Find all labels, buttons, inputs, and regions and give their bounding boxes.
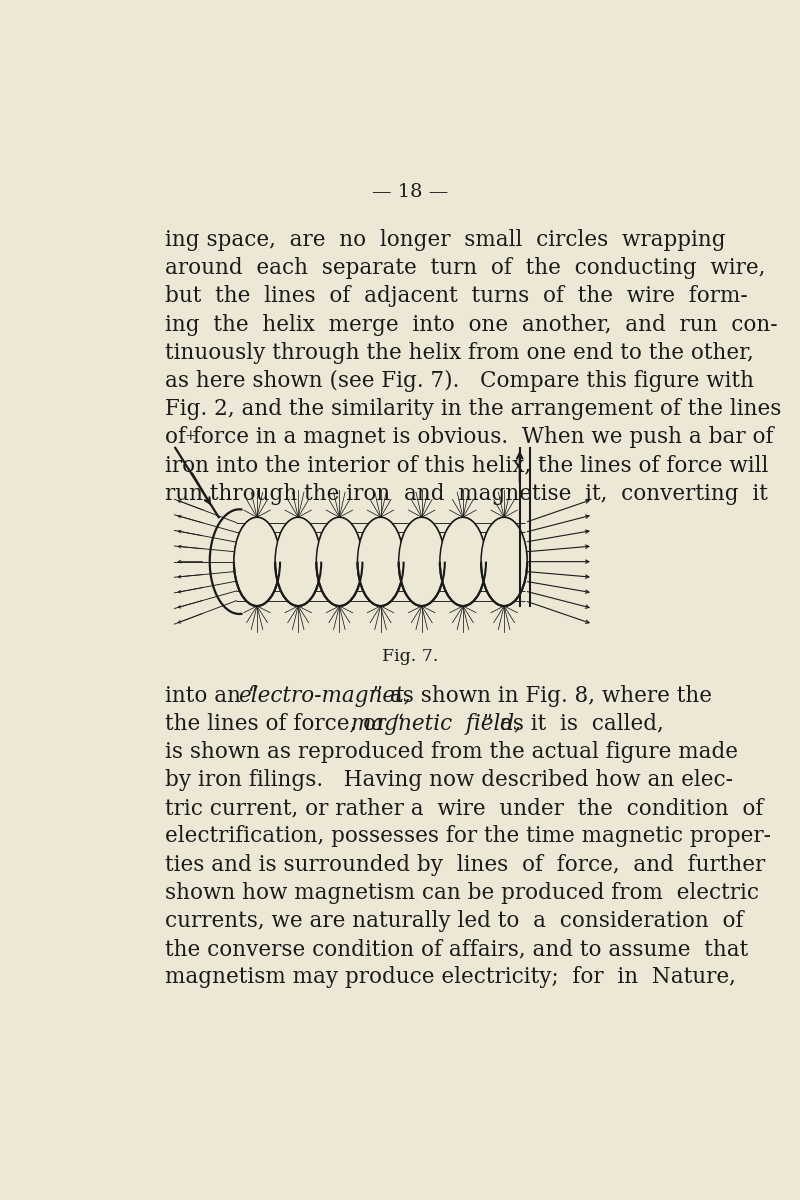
Text: currents, we are naturally led to  a  consideration  of: currents, we are naturally led to a cons… xyxy=(165,910,744,932)
Text: — 18 —: — 18 — xyxy=(372,182,448,200)
Ellipse shape xyxy=(481,517,527,606)
Ellipse shape xyxy=(398,517,445,606)
Text: iron into the interior of this helix, the lines of force will: iron into the interior of this helix, th… xyxy=(165,455,769,476)
Text: tric current, or rather a  wire  under  the  condition  of: tric current, or rather a wire under the… xyxy=(165,797,763,820)
Text: tinuously through the helix from one end to the other,: tinuously through the helix from one end… xyxy=(165,342,754,364)
Text: into an “: into an “ xyxy=(165,684,259,707)
Text: ing space,  are  no  longer  small  circles  wrapping: ing space, are no longer small circles w… xyxy=(165,229,726,251)
Text: the converse condition of affairs, and to assume  that: the converse condition of affairs, and t… xyxy=(165,938,748,960)
Text: but  the  lines  of  adjacent  turns  of  the  wire  form-: but the lines of adjacent turns of the w… xyxy=(165,286,748,307)
Text: ” as it  is  called,: ” as it is called, xyxy=(482,713,664,734)
Ellipse shape xyxy=(358,517,404,606)
Text: –: – xyxy=(537,449,546,466)
Text: around  each  separate  turn  of  the  conducting  wire,: around each separate turn of the conduct… xyxy=(165,257,766,280)
Text: ing  the  helix  merge  into  one  another,  and  run  con-: ing the helix merge into one another, an… xyxy=(165,313,778,336)
Ellipse shape xyxy=(440,517,486,606)
Text: as here shown (see Fig. 7).   Compare this figure with: as here shown (see Fig. 7). Compare this… xyxy=(165,370,754,392)
Text: by iron filings.   Having now described how an elec-: by iron filings. Having now described ho… xyxy=(165,769,733,791)
Text: of force in a magnet is obvious.  When we push a bar of: of force in a magnet is obvious. When we… xyxy=(165,426,774,449)
Text: run through the iron  and  magnetise  it,  converting  it: run through the iron and magnetise it, c… xyxy=(165,482,768,505)
Text: magnetic  field,: magnetic field, xyxy=(350,713,521,734)
Text: electrification, possesses for the time magnetic proper-: electrification, possesses for the time … xyxy=(165,826,771,847)
Text: ” as shown in Fig. 8, where the: ” as shown in Fig. 8, where the xyxy=(372,684,712,707)
Text: magnetism may produce electricity;  for  in  Nature,: magnetism may produce electricity; for i… xyxy=(165,966,736,989)
Text: ties and is surrounded by  lines  of  force,  and  further: ties and is surrounded by lines of force… xyxy=(165,853,766,876)
Text: is shown as reproduced from the actual figure made: is shown as reproduced from the actual f… xyxy=(165,740,738,763)
Text: +: + xyxy=(185,430,197,443)
Text: the lines of force, or “: the lines of force, or “ xyxy=(165,713,404,734)
Ellipse shape xyxy=(316,517,362,606)
Ellipse shape xyxy=(234,517,280,606)
Text: shown how magnetism can be produced from  electric: shown how magnetism can be produced from… xyxy=(165,882,759,904)
Text: electro-magnet,: electro-magnet, xyxy=(238,684,410,707)
Text: Fig. 2, and the similarity in the arrangement of the lines: Fig. 2, and the similarity in the arrang… xyxy=(165,398,782,420)
Ellipse shape xyxy=(275,517,322,606)
Text: Fig. 7.: Fig. 7. xyxy=(382,648,438,665)
